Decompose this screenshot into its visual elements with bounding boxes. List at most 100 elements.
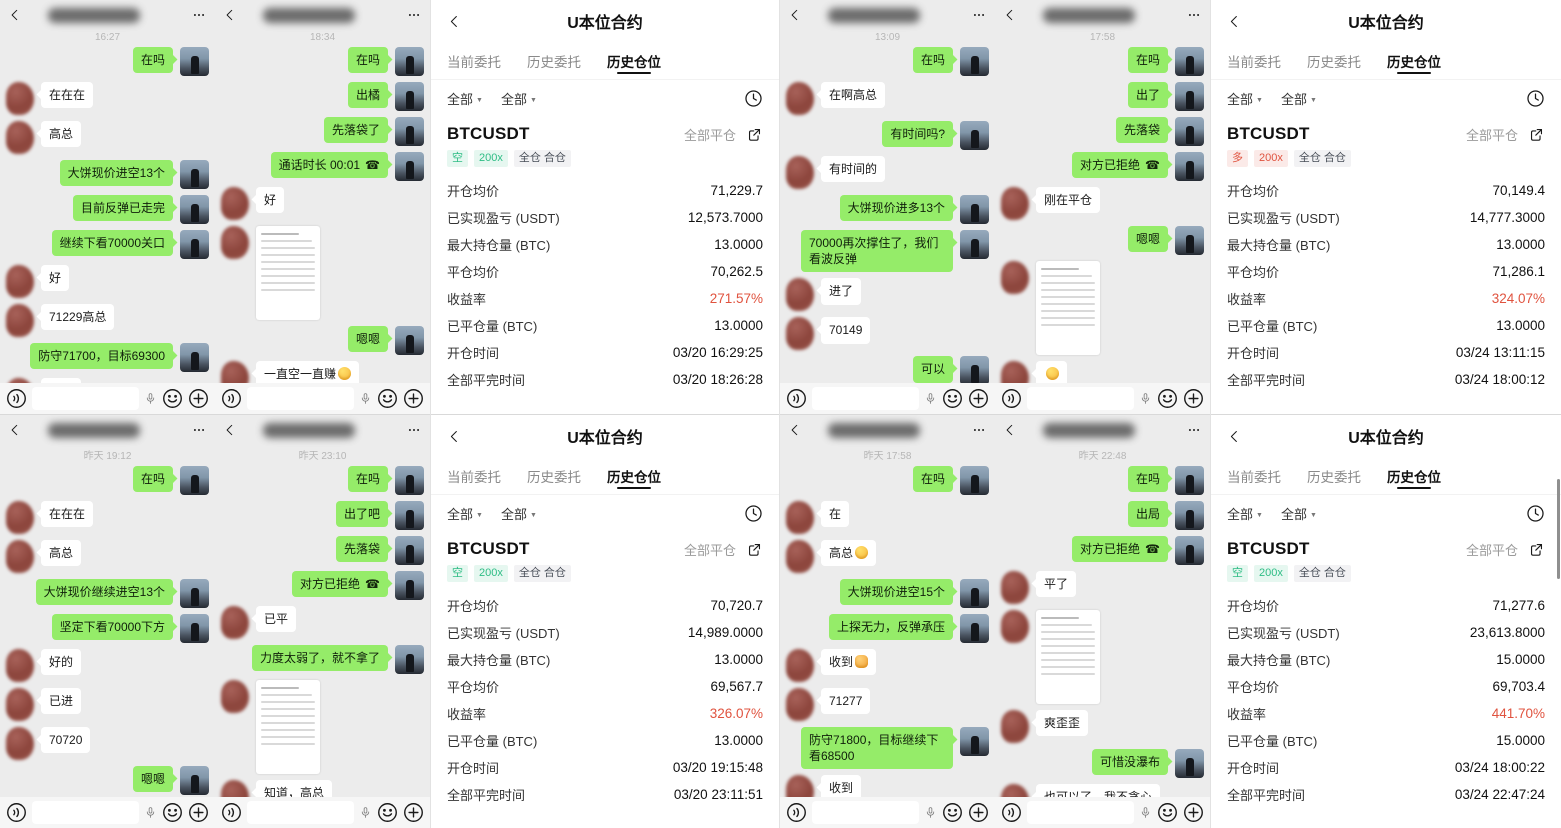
back-icon[interactable] (788, 423, 802, 437)
more-menu-icon[interactable] (406, 423, 422, 437)
share-icon[interactable] (1528, 541, 1545, 558)
voice-icon[interactable] (1001, 388, 1022, 409)
avatar[interactable] (960, 579, 989, 608)
avatar[interactable] (395, 117, 424, 146)
mic-icon[interactable] (144, 391, 157, 406)
avatar-redacted[interactable] (1001, 361, 1029, 383)
avatar-redacted[interactable] (6, 378, 34, 383)
tab-open-orders[interactable]: 当前委托 (447, 54, 501, 70)
avatar-redacted[interactable] (6, 501, 34, 534)
avatar[interactable] (180, 614, 209, 643)
avatar[interactable] (395, 501, 424, 530)
more-menu-icon[interactable] (406, 8, 422, 22)
emoji-icon[interactable] (1157, 802, 1178, 823)
avatar[interactable] (1175, 466, 1204, 495)
plus-icon[interactable] (403, 388, 424, 409)
avatar-redacted[interactable] (786, 540, 814, 573)
avatar-redacted[interactable] (6, 304, 34, 337)
plus-icon[interactable] (1183, 388, 1204, 409)
filter-dropdown-2[interactable]: 全部 ▼ (500, 91, 537, 107)
plus-icon[interactable] (188, 802, 209, 823)
avatar[interactable] (960, 121, 989, 150)
more-menu-icon[interactable] (971, 8, 987, 22)
message-input[interactable] (32, 387, 139, 410)
tab-position-history[interactable]: 历史仓位 (1387, 42, 1441, 79)
mic-icon[interactable] (359, 391, 372, 406)
avatar[interactable] (180, 579, 209, 608)
back-icon[interactable] (8, 8, 22, 22)
voice-icon[interactable] (221, 388, 242, 409)
message-input[interactable] (1027, 801, 1134, 824)
avatar-redacted[interactable] (1001, 571, 1029, 604)
plus-icon[interactable] (188, 388, 209, 409)
avatar-redacted[interactable] (6, 121, 34, 154)
avatar-redacted[interactable] (786, 649, 814, 682)
tab-open-orders[interactable]: 当前委托 (1227, 54, 1281, 70)
avatar[interactable] (1175, 152, 1204, 181)
avatar-redacted[interactable] (221, 361, 249, 383)
avatar-redacted[interactable] (1001, 710, 1029, 743)
history-clock-icon[interactable] (744, 89, 763, 108)
chat-image-attachment[interactable] (256, 226, 320, 320)
back-icon[interactable] (788, 8, 802, 22)
avatar[interactable] (1175, 117, 1204, 146)
filter-dropdown-1[interactable]: 全部 ▼ (1227, 91, 1263, 107)
filter-dropdown-1[interactable]: 全部 ▼ (447, 91, 483, 107)
avatar[interactable] (1175, 82, 1204, 111)
back-icon[interactable] (223, 423, 237, 437)
avatar[interactable] (1175, 749, 1204, 778)
emoji-icon[interactable] (377, 802, 398, 823)
back-icon[interactable] (447, 14, 462, 29)
back-icon[interactable] (1003, 423, 1017, 437)
plus-icon[interactable] (968, 388, 989, 409)
avatar[interactable] (1175, 47, 1204, 76)
avatar[interactable] (180, 466, 209, 495)
avatar-redacted[interactable] (221, 187, 249, 220)
filter-dropdown-1[interactable]: 全部 ▼ (447, 506, 483, 522)
tab-position-history[interactable]: 历史仓位 (607, 457, 661, 494)
share-icon[interactable] (1528, 126, 1545, 143)
avatar[interactable] (180, 47, 209, 76)
emoji-icon[interactable] (162, 802, 183, 823)
mic-icon[interactable] (924, 805, 937, 820)
tab-order-history[interactable]: 历史委托 (527, 54, 581, 70)
avatar-redacted[interactable] (221, 780, 249, 797)
avatar-redacted[interactable] (1001, 784, 1029, 797)
avatar[interactable] (395, 571, 424, 600)
back-icon[interactable] (447, 429, 462, 444)
avatar-redacted[interactable] (221, 680, 249, 713)
avatar-redacted[interactable] (1001, 187, 1029, 220)
mic-icon[interactable] (924, 391, 937, 406)
avatar-redacted[interactable] (221, 606, 249, 639)
avatar[interactable] (395, 466, 424, 495)
history-clock-icon[interactable] (1526, 89, 1545, 108)
plus-icon[interactable] (1183, 802, 1204, 823)
avatar-redacted[interactable] (6, 727, 34, 760)
back-icon[interactable] (8, 423, 22, 437)
avatar[interactable] (960, 230, 989, 259)
filter-dropdown-2[interactable]: 全部 ▼ (500, 506, 537, 522)
share-icon[interactable] (746, 126, 763, 143)
more-menu-icon[interactable] (191, 8, 207, 22)
avatar[interactable] (180, 230, 209, 259)
avatar-redacted[interactable] (6, 265, 34, 298)
voice-icon[interactable] (1001, 802, 1022, 823)
avatar[interactable] (395, 82, 424, 111)
tab-position-history[interactable]: 历史仓位 (607, 42, 661, 79)
message-input[interactable] (1027, 387, 1134, 410)
avatar-redacted[interactable] (1001, 610, 1029, 643)
more-menu-icon[interactable] (971, 423, 987, 437)
avatar[interactable] (960, 466, 989, 495)
emoji-icon[interactable] (942, 802, 963, 823)
back-icon[interactable] (223, 8, 237, 22)
message-input[interactable] (247, 801, 354, 824)
avatar[interactable] (960, 47, 989, 76)
voice-icon[interactable] (786, 388, 807, 409)
tab-open-orders[interactable]: 当前委托 (1227, 469, 1281, 485)
history-clock-icon[interactable] (744, 504, 763, 523)
avatar[interactable] (180, 195, 209, 224)
message-input[interactable] (812, 801, 919, 824)
history-clock-icon[interactable] (1526, 504, 1545, 523)
avatar[interactable] (395, 152, 424, 181)
voice-icon[interactable] (221, 802, 242, 823)
